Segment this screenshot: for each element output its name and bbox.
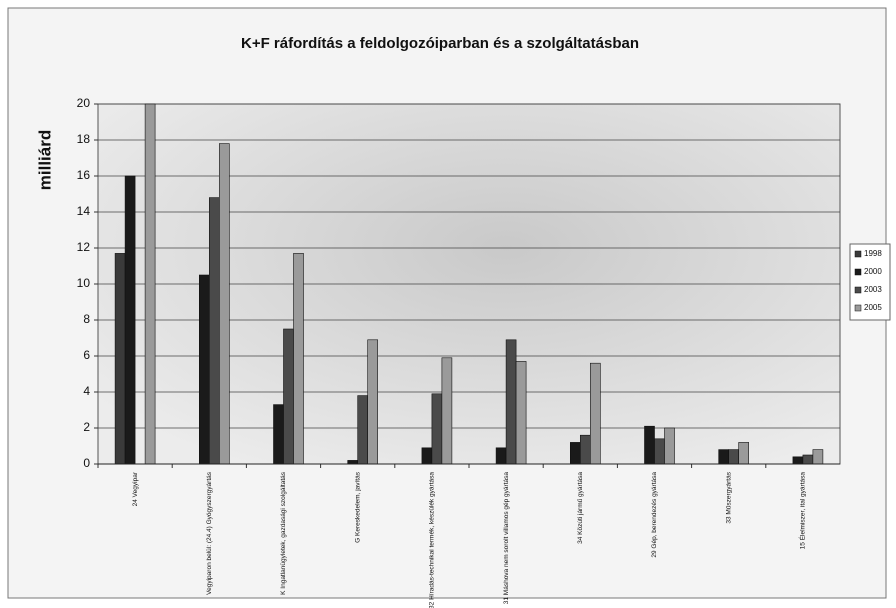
bar (569, 442, 581, 465)
bar (792, 456, 804, 465)
bar (114, 253, 126, 465)
y-tick-label: 14 (77, 204, 91, 218)
y-tick-label: 0 (83, 456, 90, 470)
bar (495, 447, 507, 465)
bar (144, 103, 156, 465)
bar (367, 339, 379, 465)
x-tick-label: 24 Vegyipar (132, 471, 139, 506)
y-tick-label: 4 (83, 384, 90, 398)
x-tick-label: 34 Közúti jármű gyártása (577, 472, 584, 544)
chart-title: K+F ráfordítás a feldolgozóiparban és a … (241, 35, 639, 52)
legend-label: 2005 (864, 303, 882, 312)
x-tick-label: 32 Híradás-technikai termék, készülék gy… (429, 472, 436, 608)
bar (293, 253, 304, 465)
bar (273, 404, 284, 465)
x-tick-label: 15 Élelmiszer, ital gyártása (798, 472, 807, 550)
bar (589, 362, 601, 465)
bar (357, 395, 369, 465)
legend-swatch (854, 268, 862, 276)
bar (728, 449, 740, 465)
bar (738, 442, 750, 465)
y-tick-label: 16 (77, 168, 91, 182)
x-tick-label: K Ingatlanügyletek, gazdasági szolgáltat… (280, 471, 287, 595)
bar (718, 449, 730, 465)
bar (802, 454, 814, 465)
x-tick-label: 31 Máshova nem sorolt villamos gép gyárt… (503, 472, 510, 605)
bar (505, 339, 517, 465)
y-tick-label: 6 (83, 348, 90, 362)
bar (347, 460, 359, 465)
legend-swatch (854, 304, 862, 312)
bar (421, 447, 433, 465)
bar (654, 438, 665, 465)
bar (431, 393, 443, 465)
y-tick-label: 18 (77, 132, 91, 146)
y-axis-label: milliárd (35, 130, 54, 190)
legend-swatch (854, 286, 862, 294)
bar (664, 427, 675, 465)
bar (283, 328, 294, 465)
legend-label: 2003 (864, 285, 882, 294)
y-tick-label: 8 (83, 312, 90, 326)
x-tick-label: Vegyiparon belül: (24.4) Gyógyszergyártá… (206, 471, 213, 595)
y-tick-label: 10 (77, 276, 91, 290)
y-tick-label: 2 (83, 420, 90, 434)
bar (812, 449, 824, 465)
bar (441, 357, 453, 465)
bar (199, 274, 210, 465)
y-tick-label: 12 (77, 240, 91, 254)
bar (209, 197, 220, 465)
x-tick-label: 33 Műszergyártás (725, 471, 732, 523)
bar (579, 434, 591, 465)
x-tick-label: 29 Gép, berendezés gyártása (651, 472, 658, 558)
bar (515, 361, 527, 465)
x-tick-label: G Kereskedelem, javítás (354, 471, 361, 543)
legend-swatch (854, 250, 862, 258)
bar (219, 143, 230, 465)
legend-label: 1998 (864, 249, 882, 258)
legend-label: 2000 (864, 267, 882, 276)
bar (644, 425, 655, 465)
bar (124, 175, 136, 465)
y-tick-label: 20 (77, 96, 91, 110)
